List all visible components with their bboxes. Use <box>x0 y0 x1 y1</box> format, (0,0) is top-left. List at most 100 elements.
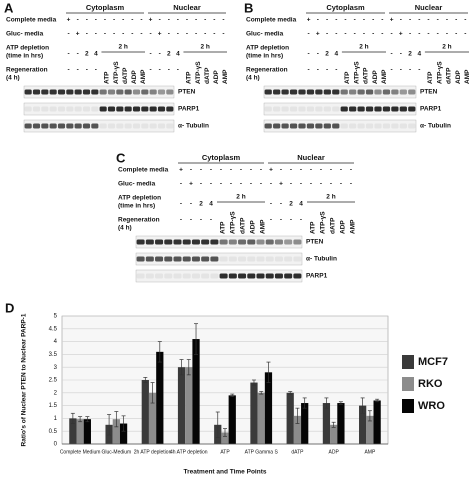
bar <box>185 367 193 444</box>
cell-label: + <box>189 181 193 188</box>
band <box>107 123 116 129</box>
band <box>99 89 107 95</box>
cell-label: ATP <box>427 71 434 84</box>
bar <box>177 367 186 444</box>
band <box>357 123 365 129</box>
band <box>374 123 382 129</box>
error-bar <box>230 393 235 397</box>
band <box>116 106 124 112</box>
band <box>298 89 306 95</box>
band <box>306 106 315 112</box>
cell-label: - <box>326 17 328 24</box>
cell-label: - <box>354 17 356 24</box>
band <box>141 106 149 112</box>
cell-label: - <box>418 31 420 38</box>
cell-label: - <box>200 167 202 174</box>
band <box>293 273 302 279</box>
cell-label: - <box>310 181 312 188</box>
cell-label: - <box>230 181 232 188</box>
blot-strip <box>135 235 303 249</box>
band <box>274 239 283 245</box>
cell-label: - <box>77 51 79 58</box>
row-label: Complete media <box>6 17 57 24</box>
compartment-label: Cytoplasm <box>86 3 125 12</box>
row-label: (time in hrs) <box>246 53 283 60</box>
y-tick-label: 4 <box>54 339 58 345</box>
bar <box>83 419 91 444</box>
band <box>191 256 200 262</box>
cell-label: - <box>427 17 429 24</box>
band <box>210 256 219 262</box>
band <box>264 123 272 129</box>
band <box>273 89 281 95</box>
band <box>157 123 166 129</box>
cell-label: - <box>200 181 202 188</box>
band <box>238 273 247 279</box>
cell-label: - <box>330 181 332 188</box>
band <box>24 123 32 129</box>
row-label: (4 h) <box>118 225 132 232</box>
band <box>191 273 200 279</box>
x-tick-label: ATP Gamma S <box>245 449 279 455</box>
error-bar <box>70 412 75 424</box>
cell-label: + <box>316 31 320 38</box>
error-bar <box>157 341 162 363</box>
cell-label: ATP <box>220 221 227 234</box>
blot-label: α- Tubulin <box>178 123 209 130</box>
y-tick-label: 0 <box>54 442 58 448</box>
cell-label: ADP <box>250 220 257 234</box>
band <box>155 256 164 262</box>
band <box>247 239 256 245</box>
x-tick-label: AMP <box>364 449 376 455</box>
cell-label: - <box>210 217 212 224</box>
blot-label: α- Tubulin <box>420 123 451 130</box>
cell-label: - <box>213 31 215 38</box>
band <box>107 106 116 112</box>
band <box>340 106 348 112</box>
error-bar <box>114 411 119 428</box>
cell-label: - <box>320 181 322 188</box>
band <box>298 123 306 129</box>
band <box>182 256 191 262</box>
cell-label: - <box>300 181 302 188</box>
bar <box>76 419 84 444</box>
blot-strip <box>263 85 417 99</box>
cell-label: - <box>200 217 202 224</box>
cell-label: - <box>418 17 420 24</box>
blot-label: PARP1 <box>306 273 328 280</box>
band <box>82 106 91 112</box>
cell-label: ATP <box>310 221 317 234</box>
band <box>219 256 228 262</box>
cell-label: - <box>180 217 182 224</box>
compartment-label: Nuclear <box>173 3 201 12</box>
band <box>315 106 323 112</box>
band <box>132 89 141 95</box>
band <box>24 106 32 112</box>
band <box>182 239 191 245</box>
row-label: Gluc- media <box>118 181 156 188</box>
cell-label: dATP <box>330 217 337 234</box>
cell-label: - <box>140 31 142 38</box>
blot-label: α- Tubulin <box>306 256 337 263</box>
cell-label: - <box>344 31 346 38</box>
cell-label: - <box>177 67 179 74</box>
legend-label: WRO <box>418 400 445 412</box>
cell-label: 2 <box>408 51 412 58</box>
row-label: Complete media <box>118 167 169 174</box>
band <box>256 239 265 245</box>
error-bar <box>223 428 227 437</box>
band <box>157 89 166 95</box>
row-label: ATP depletion <box>6 45 49 52</box>
cell-label: - <box>131 31 133 38</box>
cell-label: - <box>210 181 212 188</box>
error-bar <box>78 416 83 423</box>
cell-label: - <box>186 17 188 24</box>
band <box>298 106 306 112</box>
band <box>228 239 237 245</box>
bar <box>250 382 258 444</box>
band <box>173 256 182 262</box>
band <box>182 273 191 279</box>
y-tick-label: 4.5 <box>49 326 58 332</box>
band <box>173 239 182 245</box>
